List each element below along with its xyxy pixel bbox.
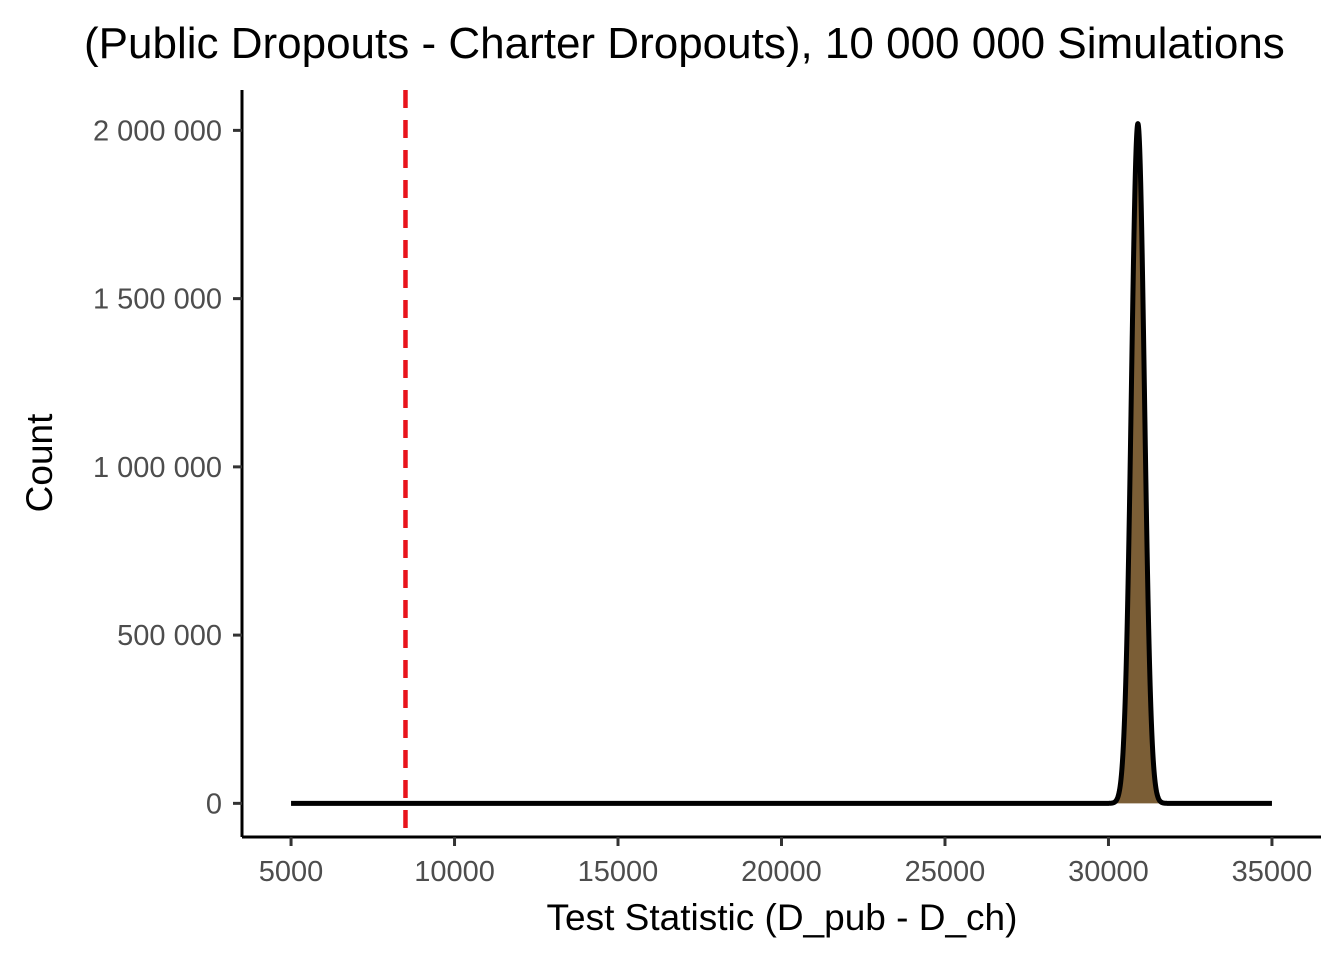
x-tick-label: 15000 — [578, 856, 659, 888]
plot-area — [289, 90, 1274, 837]
x-tick-label: 5000 — [259, 856, 324, 888]
x-tick-label: 30000 — [1068, 856, 1149, 888]
y-tick-label: 2 000 000 — [93, 115, 222, 147]
axis-ticks: 5000 10000 15000 20000 25000 30000 35000 0 500 0… — [93, 115, 1312, 888]
density-line — [289, 121, 1274, 806]
x-axis-title: Test Statistic (D_pub - D_ch) — [547, 897, 1018, 938]
y-tick-label: 500 000 — [117, 620, 222, 652]
y-tick-label: 1 500 000 — [93, 284, 222, 316]
y-axis-title: Count — [19, 413, 60, 512]
chart-title: (Public Dropouts - Charter Dropouts), 10… — [84, 19, 1285, 68]
x-tick-label: 10000 — [414, 856, 495, 888]
y-tick-label: 0 — [206, 788, 222, 820]
x-tick-label: 35000 — [1232, 856, 1313, 888]
y-tick-label: 1 000 000 — [93, 452, 222, 484]
x-tick-label: 20000 — [741, 856, 822, 888]
x-tick-label: 25000 — [905, 856, 986, 888]
